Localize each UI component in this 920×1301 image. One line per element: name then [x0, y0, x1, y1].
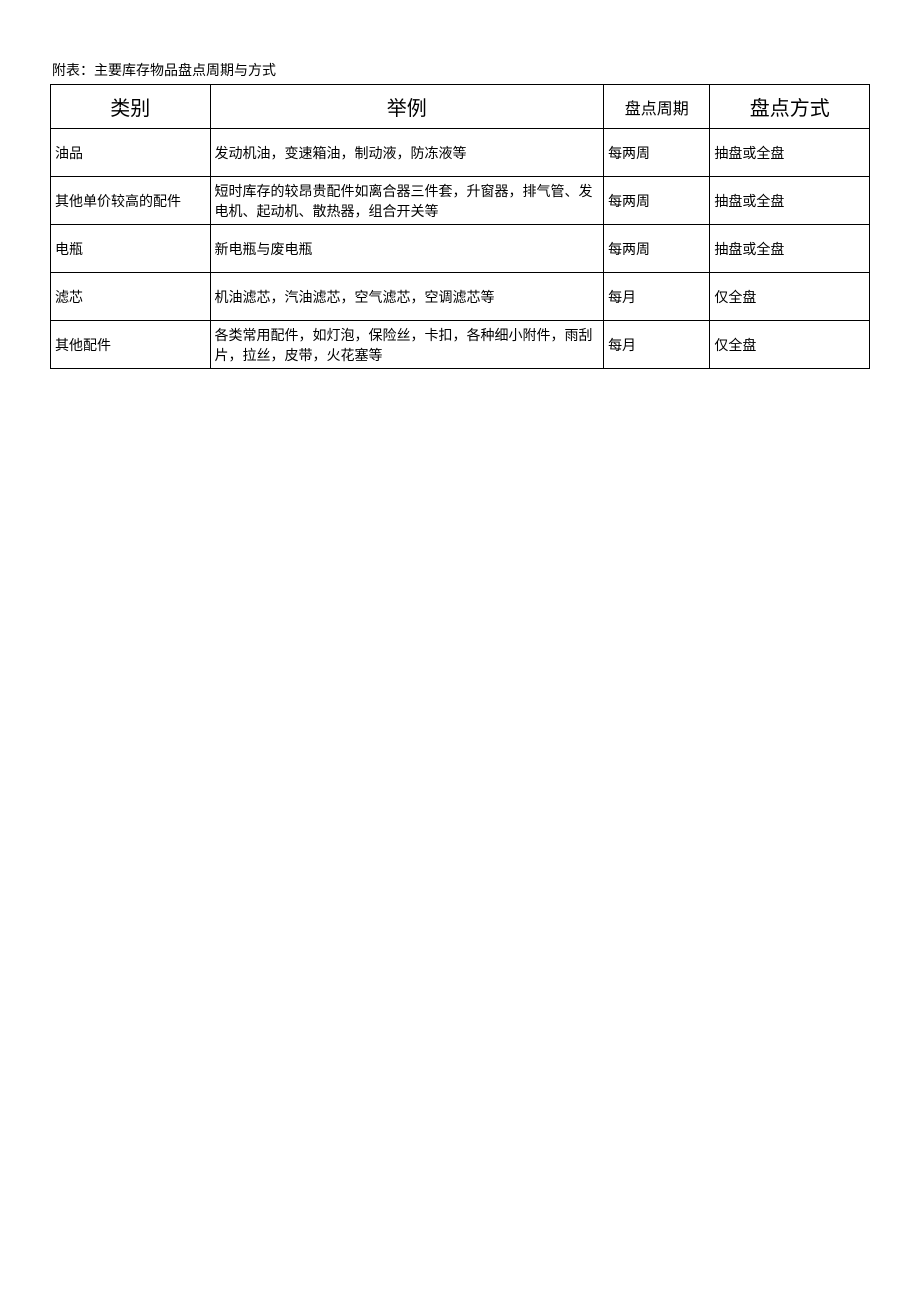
cell-method: 仅全盘	[710, 321, 870, 369]
cell-category: 其他配件	[51, 321, 211, 369]
cell-category: 油品	[51, 129, 211, 177]
cell-example: 各类常用配件，如灯泡，保险丝，卡扣，各种细小附件，雨刮片，拉丝，皮带，火花塞等	[210, 321, 604, 369]
table-header-row: 类别 举例 盘点周期 盘点方式	[51, 85, 870, 129]
cell-method: 抽盘或全盘	[710, 225, 870, 273]
table-row: 其他单价较高的配件 短时库存的较昂贵配件如离合器三件套，升窗器，排气管、发电机、…	[51, 177, 870, 225]
cell-example: 新电瓶与废电瓶	[210, 225, 604, 273]
table-row: 电瓶 新电瓶与废电瓶 每两周 抽盘或全盘	[51, 225, 870, 273]
cell-category: 滤芯	[51, 273, 211, 321]
cell-category: 其他单价较高的配件	[51, 177, 211, 225]
header-method: 盘点方式	[710, 85, 870, 129]
table-row: 油品 发动机油，变速箱油，制动液，防冻液等 每两周 抽盘或全盘	[51, 129, 870, 177]
cell-period: 每两周	[604, 177, 710, 225]
cell-period: 每两周	[604, 225, 710, 273]
header-category: 类别	[51, 85, 211, 129]
cell-example: 机油滤芯，汽油滤芯，空气滤芯，空调滤芯等	[210, 273, 604, 321]
table-row: 滤芯 机油滤芯，汽油滤芯，空气滤芯，空调滤芯等 每月 仅全盘	[51, 273, 870, 321]
cell-method: 仅全盘	[710, 273, 870, 321]
header-example: 举例	[210, 85, 604, 129]
inventory-table: 类别 举例 盘点周期 盘点方式 油品 发动机油，变速箱油，制动液，防冻液等 每两…	[50, 84, 870, 369]
table-caption: 附表：主要库存物品盘点周期与方式	[50, 60, 870, 80]
cell-example: 发动机油，变速箱油，制动液，防冻液等	[210, 129, 604, 177]
cell-period: 每月	[604, 273, 710, 321]
cell-period: 每两周	[604, 129, 710, 177]
table-row: 其他配件 各类常用配件，如灯泡，保险丝，卡扣，各种细小附件，雨刮片，拉丝，皮带，…	[51, 321, 870, 369]
cell-example: 短时库存的较昂贵配件如离合器三件套，升窗器，排气管、发电机、起动机、散热器，组合…	[210, 177, 604, 225]
header-period: 盘点周期	[604, 85, 710, 129]
cell-category: 电瓶	[51, 225, 211, 273]
cell-period: 每月	[604, 321, 710, 369]
cell-method: 抽盘或全盘	[710, 129, 870, 177]
cell-method: 抽盘或全盘	[710, 177, 870, 225]
